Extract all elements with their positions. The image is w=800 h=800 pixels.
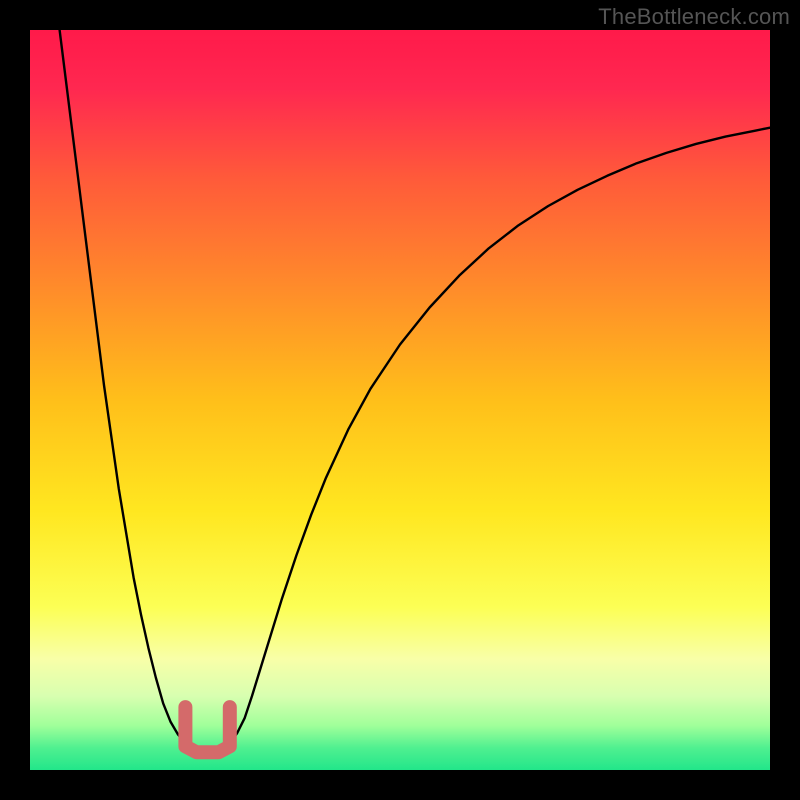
plot-background bbox=[30, 30, 770, 770]
chart-svg bbox=[0, 0, 800, 800]
watermark-label: TheBottleneck.com bbox=[598, 4, 790, 30]
bottleneck-chart: TheBottleneck.com bbox=[0, 0, 800, 800]
